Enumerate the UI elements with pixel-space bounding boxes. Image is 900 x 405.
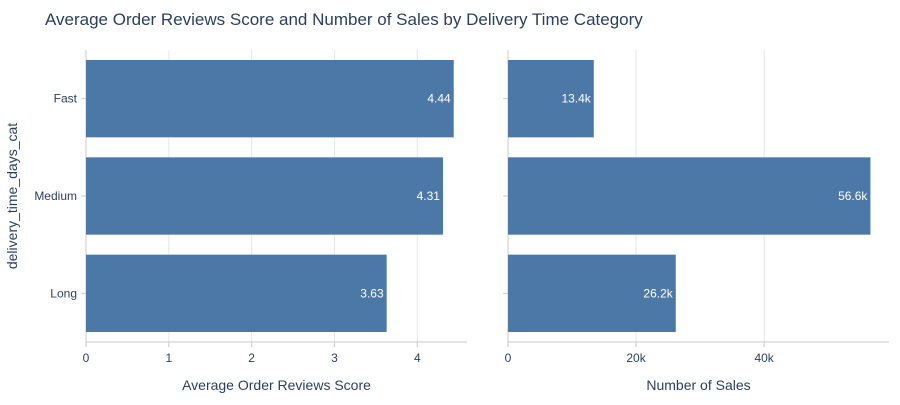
bar-long[interactable] [508, 254, 676, 332]
panel-number-of-sales: 0 20k 40k Number of Sales 13.4k 56.6k 26.2k [503, 50, 889, 393]
x-tick-label: 4 [414, 351, 421, 365]
bar-value-label-medium: 4.31 [417, 189, 441, 203]
bar-value-label-long: 3.63 [360, 286, 384, 300]
x-tick-label: 3 [331, 351, 338, 365]
bar-value-label-fast: 4.44 [427, 92, 451, 106]
bar-fast[interactable] [86, 60, 454, 138]
chart-title: Average Order Reviews Score and Number o… [45, 10, 643, 29]
panel-review-score: 0 1 2 3 4 Average Order Reviews Score Fast 4.44… [34, 50, 467, 393]
x-tick-label: 20k [626, 351, 646, 365]
y-tick-label-fast: Fast [54, 92, 78, 106]
x-axis-title: Number of Sales [646, 377, 750, 393]
bar-medium[interactable] [86, 157, 443, 235]
y-tick-label-long: Long [50, 286, 77, 300]
bar-value-label-medium: 56.6k [838, 189, 868, 203]
x-axis-title: Average Order Reviews Score [182, 377, 371, 393]
bar-value-label-fast: 13.4k [561, 92, 591, 106]
y-axis-title: delivery_time_days_cat [4, 123, 20, 269]
y-tick-label-medium: Medium [34, 189, 77, 203]
x-tick-label: 0 [505, 351, 512, 365]
x-tick-label: 1 [165, 351, 172, 365]
bar-long[interactable] [86, 254, 387, 332]
bar-fast[interactable] [508, 60, 594, 138]
x-tick-label: 2 [248, 351, 255, 365]
bar-value-label-long: 26.2k [643, 286, 673, 300]
bar-medium[interactable] [508, 157, 871, 235]
x-tick-label: 40k [754, 351, 774, 365]
x-tick-label: 0 [83, 351, 90, 365]
